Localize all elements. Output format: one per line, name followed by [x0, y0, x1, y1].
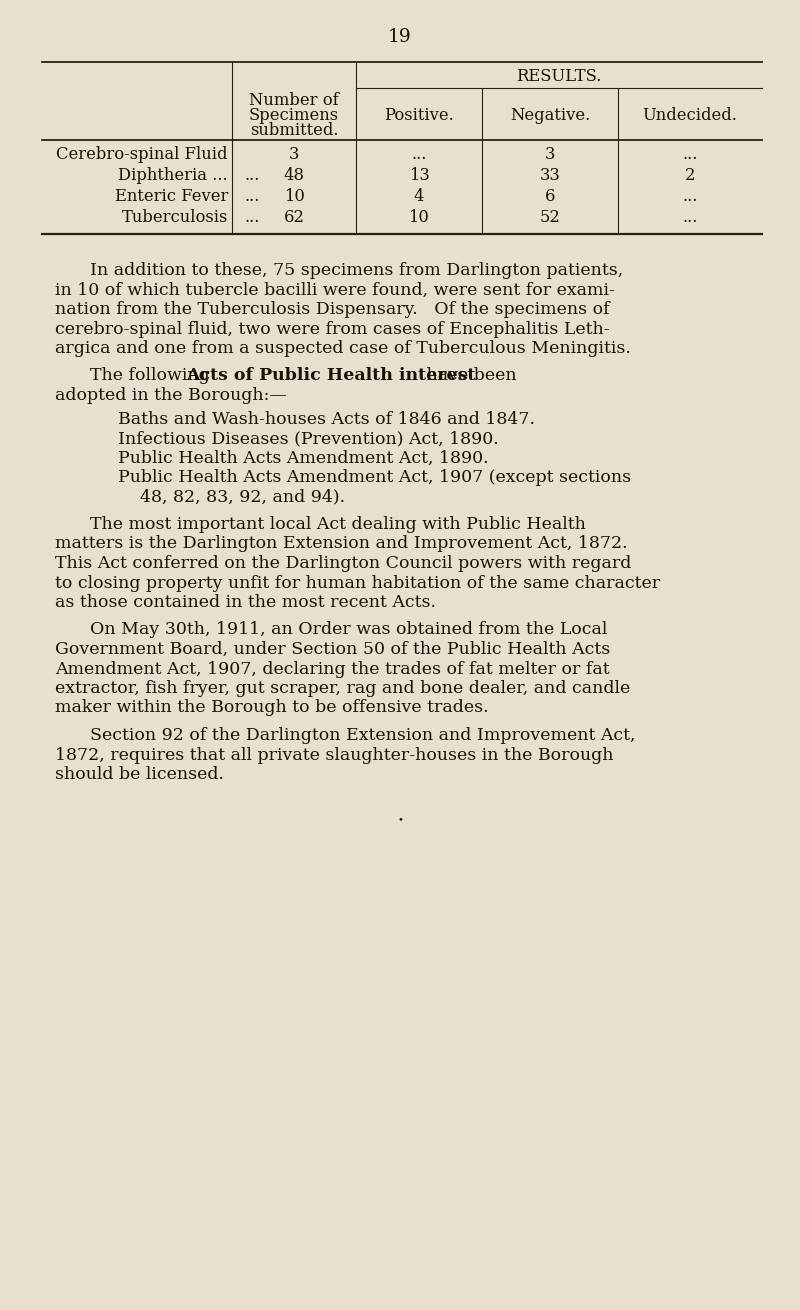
Text: ...: ...: [682, 189, 698, 204]
Text: On May 30th, 1911, an Order was obtained from the Local: On May 30th, 1911, an Order was obtained…: [90, 621, 607, 638]
Text: ...: ...: [682, 145, 698, 162]
Text: in 10 of which tubercle bacilli were found, were sent for exami-: in 10 of which tubercle bacilli were fou…: [55, 282, 615, 299]
Text: ...: ...: [682, 210, 698, 227]
Text: Specimens: Specimens: [249, 107, 339, 124]
Text: maker within the Borough to be offensive trades.: maker within the Borough to be offensive…: [55, 700, 489, 717]
Text: extractor, fish fryer, gut scraper, rag and bone dealer, and candle: extractor, fish fryer, gut scraper, rag …: [55, 680, 630, 697]
Text: •: •: [397, 816, 403, 824]
Text: 10: 10: [283, 189, 305, 204]
Text: cerebro-spinal fluid, two were from cases of Encephalitis Leth-: cerebro-spinal fluid, two were from case…: [55, 321, 610, 338]
Text: should be licensed.: should be licensed.: [55, 766, 224, 783]
Text: 48: 48: [283, 166, 305, 183]
Text: Section 92 of the Darlington Extension and Improvement Act,: Section 92 of the Darlington Extension a…: [90, 727, 635, 744]
Text: ...: ...: [244, 210, 259, 227]
Text: Enteric Fever: Enteric Fever: [114, 189, 228, 204]
Text: In addition to these, 75 specimens from Darlington patients,: In addition to these, 75 specimens from …: [90, 262, 623, 279]
Text: 13: 13: [409, 166, 430, 183]
Text: nation from the Tuberculosis Dispensary.   Of the specimens of: nation from the Tuberculosis Dispensary.…: [55, 301, 610, 318]
Text: 19: 19: [388, 28, 412, 46]
Text: Tuberculosis: Tuberculosis: [122, 210, 228, 227]
Text: have been: have been: [422, 368, 517, 385]
Text: argica and one from a suspected case of Tuberculous Meningitis.: argica and one from a suspected case of …: [55, 341, 631, 358]
Text: 4: 4: [414, 189, 424, 204]
Text: ...: ...: [411, 145, 426, 162]
Text: Undecided.: Undecided.: [642, 107, 738, 124]
Text: 2: 2: [685, 166, 695, 183]
Text: Amendment Act, 1907, declaring the trades of fat melter or fat: Amendment Act, 1907, declaring the trade…: [55, 660, 610, 677]
Text: Positive.: Positive.: [384, 107, 454, 124]
Text: 33: 33: [540, 166, 560, 183]
Text: 10: 10: [409, 210, 430, 227]
Text: 52: 52: [539, 210, 561, 227]
Text: Cerebro-spinal Fluid: Cerebro-spinal Fluid: [57, 145, 228, 162]
Text: Public Health Acts Amendment Act, 1890.: Public Health Acts Amendment Act, 1890.: [118, 449, 489, 466]
Text: This Act conferred on the Darlington Council powers with regard: This Act conferred on the Darlington Cou…: [55, 555, 631, 572]
Text: The following: The following: [90, 368, 215, 385]
Text: RESULTS.: RESULTS.: [516, 68, 602, 85]
Text: 1872, requires that all private slaughter-houses in the Borough: 1872, requires that all private slaughte…: [55, 747, 614, 764]
Text: ...: ...: [244, 189, 259, 204]
Text: as those contained in the most recent Acts.: as those contained in the most recent Ac…: [55, 593, 436, 610]
Text: adopted in the Borough:—: adopted in the Borough:—: [55, 386, 286, 403]
Text: Government Board, under Section 50 of the Public Health Acts: Government Board, under Section 50 of th…: [55, 641, 610, 658]
Text: 6: 6: [545, 189, 555, 204]
Text: 3: 3: [289, 145, 299, 162]
Text: to closing property unfit for human habitation of the same character: to closing property unfit for human habi…: [55, 575, 660, 592]
Text: Diphtheria ...: Diphtheria ...: [118, 166, 228, 183]
Text: submitted.: submitted.: [250, 122, 338, 139]
Text: ...: ...: [244, 166, 259, 183]
Text: Public Health Acts Amendment Act, 1907 (except sections: Public Health Acts Amendment Act, 1907 (…: [118, 469, 631, 486]
Text: 48, 82, 83, 92, and 94).: 48, 82, 83, 92, and 94).: [140, 489, 345, 506]
Text: Infectious Diseases (Prevention) Act, 1890.: Infectious Diseases (Prevention) Act, 18…: [118, 430, 498, 447]
Text: Negative.: Negative.: [510, 107, 590, 124]
Text: 3: 3: [545, 145, 555, 162]
Text: matters is the Darlington Extension and Improvement Act, 1872.: matters is the Darlington Extension and …: [55, 536, 628, 553]
Text: Number of: Number of: [249, 92, 339, 109]
Text: Acts of Public Health interest: Acts of Public Health interest: [186, 368, 475, 385]
Text: Baths and Wash-houses Acts of 1846 and 1847.: Baths and Wash-houses Acts of 1846 and 1…: [118, 410, 535, 427]
Text: The most important local Act dealing with Public Health: The most important local Act dealing wit…: [90, 516, 586, 533]
Text: 62: 62: [283, 210, 305, 227]
